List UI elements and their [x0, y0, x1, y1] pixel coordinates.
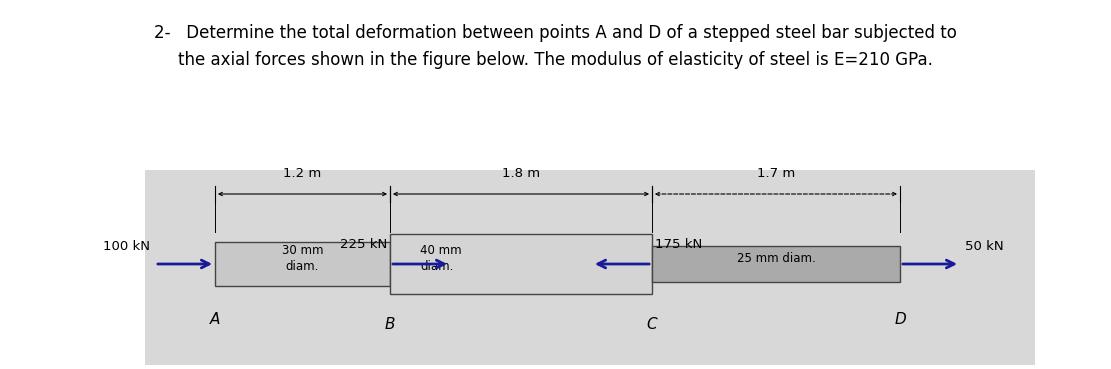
Bar: [216, 242, 390, 286]
Text: 25 mm diam.: 25 mm diam.: [737, 252, 815, 266]
Text: the axial forces shown in the figure below. The modulus of elasticity of steel i: the axial forces shown in the figure bel…: [178, 51, 932, 69]
Text: 1.8 m: 1.8 m: [502, 167, 540, 180]
Text: 2-   Determine the total deformation between points A and D of a stepped steel b: 2- Determine the total deformation betwe…: [153, 24, 957, 42]
Text: 30 mm
diam.: 30 mm diam.: [282, 245, 323, 273]
Text: 50 kN: 50 kN: [965, 239, 1003, 252]
Text: 1.2 m: 1.2 m: [283, 167, 321, 180]
Bar: [146, 170, 1035, 365]
Text: 40 mm
diam.: 40 mm diam.: [420, 245, 462, 273]
Text: C: C: [647, 317, 658, 332]
Bar: [652, 246, 900, 282]
Text: 1.7 m: 1.7 m: [757, 167, 795, 180]
Text: 100 kN: 100 kN: [103, 239, 150, 252]
Text: A: A: [210, 312, 220, 327]
Text: 225 kN: 225 kN: [340, 238, 387, 251]
Text: D: D: [894, 312, 905, 327]
Bar: [390, 234, 652, 294]
Text: 175 kN: 175 kN: [655, 238, 702, 251]
Text: B: B: [384, 317, 396, 332]
